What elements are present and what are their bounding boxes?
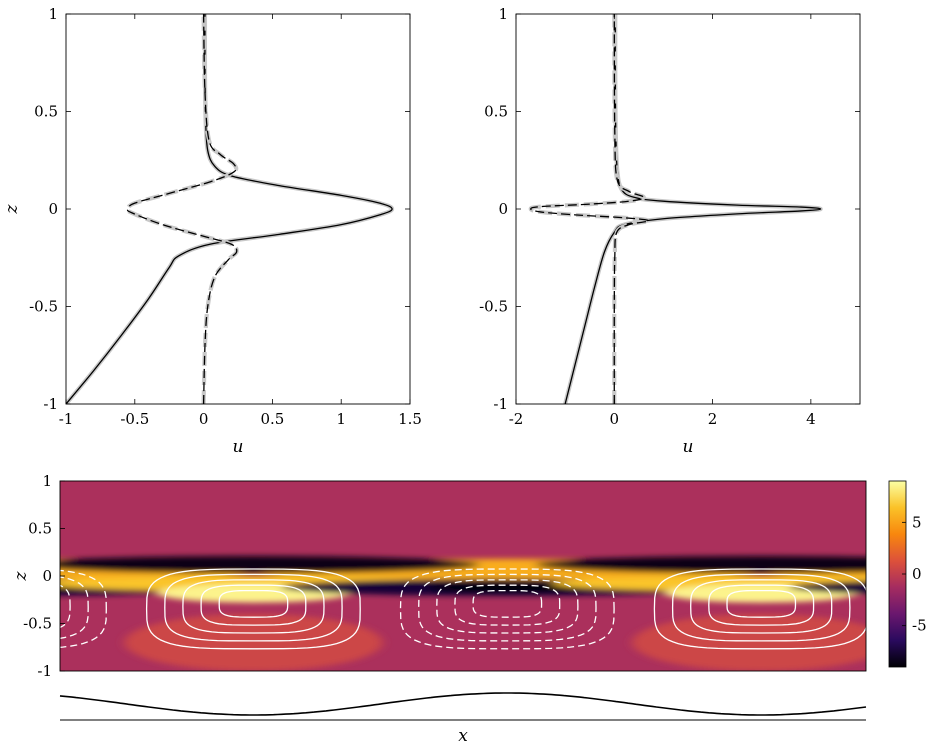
top-right-series-dashed-black bbox=[530, 14, 650, 404]
bottom-xlabel: x bbox=[458, 726, 468, 746]
heatmap-dark-core bbox=[426, 582, 588, 593]
top-left-ytick-label: 0 bbox=[48, 200, 58, 218]
top-left-xtick-label: 1 bbox=[336, 410, 346, 428]
top-left-ylabel: z bbox=[2, 203, 22, 214]
colorbar-tick-label: 5 bbox=[912, 513, 922, 531]
top-right-xtick-label: 4 bbox=[806, 410, 816, 428]
heatmap-ytick-label: -1 bbox=[37, 662, 52, 680]
top-right-ytick-label: 0 bbox=[498, 200, 508, 218]
contour-positive bbox=[671, 573, 851, 642]
colorbar-ticks: 5 0 -5 bbox=[902, 513, 927, 635]
top-left-axes-box bbox=[65, 13, 411, 405]
contour-positive bbox=[182, 579, 325, 634]
panel-bottom-heatmap: -1 -0.5 0 0.5 1 z 5 0 -5 bbox=[0, 472, 927, 680]
contour-positive bbox=[218, 589, 289, 618]
top-left-xtick-label: 0.5 bbox=[260, 410, 284, 428]
top-right-xtick-label: -2 bbox=[509, 410, 524, 428]
contour-negative bbox=[454, 584, 561, 626]
contour-positive bbox=[690, 579, 833, 634]
contour-positive bbox=[653, 568, 866, 650]
top-left-series-dashed-grey-wide bbox=[125, 14, 239, 404]
contour-positive bbox=[200, 584, 307, 626]
heatmap-ylabel: z bbox=[11, 570, 31, 581]
top-left-xlabel: u bbox=[233, 437, 244, 457]
heatmap-lower-glow bbox=[124, 614, 383, 671]
heatmap-ytick-label: 0.5 bbox=[28, 520, 52, 538]
top-left-series-dashed-black bbox=[126, 14, 238, 404]
top-right-ytick-label: -1 bbox=[493, 395, 508, 413]
colorbar-tick-label: -5 bbox=[912, 617, 927, 635]
top-left-ytick-label: -1 bbox=[43, 395, 58, 413]
heatmap-contours bbox=[0, 568, 866, 650]
heatmap-ytick-label: 1 bbox=[42, 472, 52, 490]
contour-positive bbox=[145, 568, 361, 650]
contour-positive bbox=[164, 573, 343, 642]
top-right-ticks: -2 0 2 4 -1 -0.5 0 0.5 1 bbox=[479, 5, 860, 428]
contour-positive bbox=[708, 584, 815, 626]
heatmap-ticks: -1 -0.5 0 0.5 1 bbox=[23, 472, 65, 680]
top-left-ytick-label: -0.5 bbox=[29, 298, 58, 316]
colorbar-tick-label: 0 bbox=[912, 565, 922, 583]
bottom-wall-panel: x bbox=[59, 692, 867, 746]
top-left-series-solid-black bbox=[66, 14, 393, 404]
top-right-xtick-label: 2 bbox=[708, 410, 718, 428]
contour-negative bbox=[436, 579, 579, 634]
contour-positive bbox=[726, 589, 797, 618]
top-left-series-solid-grey-wide bbox=[66, 14, 395, 404]
contour-negative bbox=[399, 568, 615, 650]
top-right-xtick-label: 0 bbox=[610, 410, 620, 428]
top-right-ytick-label: 0.5 bbox=[484, 103, 508, 121]
contour-negative bbox=[0, 591, 34, 618]
heatmap-ytick-label: -0.5 bbox=[23, 615, 52, 633]
heatmap-lower-glow bbox=[632, 614, 866, 671]
top-right-xlabel: u bbox=[683, 437, 694, 457]
heatmap-field bbox=[0, 481, 866, 671]
top-left-ticks: -1 -0.5 0 0.5 1 1.5 -1 -0.5 0 0.5 1 bbox=[29, 5, 422, 428]
top-right-series-dashed-grey-wide bbox=[528, 14, 651, 404]
panel-top-left: -1 -0.5 0 0.5 1 1.5 -1 -0.5 0 0.5 1 u z bbox=[2, 5, 422, 457]
contour-negative bbox=[418, 573, 597, 642]
top-right-ytick-label: -0.5 bbox=[479, 298, 508, 316]
top-left-xtick-label: -1 bbox=[59, 410, 74, 428]
heatmap-ytick-label: 0 bbox=[42, 567, 52, 585]
bottom-wave-line bbox=[59, 692, 867, 716]
top-left-ytick-label: 1 bbox=[48, 5, 58, 23]
top-left-lines bbox=[66, 14, 395, 404]
top-left-xtick-label: -0.5 bbox=[120, 410, 149, 428]
top-right-lines bbox=[528, 14, 823, 404]
contour-negative bbox=[60, 569, 107, 648]
top-right-series-solid-grey-wide bbox=[563, 14, 823, 404]
top-right-series-solid-black bbox=[564, 14, 822, 404]
top-left-ytick-label: 0.5 bbox=[34, 103, 58, 121]
top-left-xtick-label: 1.5 bbox=[398, 410, 422, 428]
heatmap-dark-band bbox=[60, 556, 480, 574]
panel-top-right: -2 0 2 4 -1 -0.5 0 0.5 1 u bbox=[479, 5, 861, 457]
top-left-xtick-label: 0 bbox=[199, 410, 209, 428]
top-right-ytick-label: 1 bbox=[498, 5, 508, 23]
